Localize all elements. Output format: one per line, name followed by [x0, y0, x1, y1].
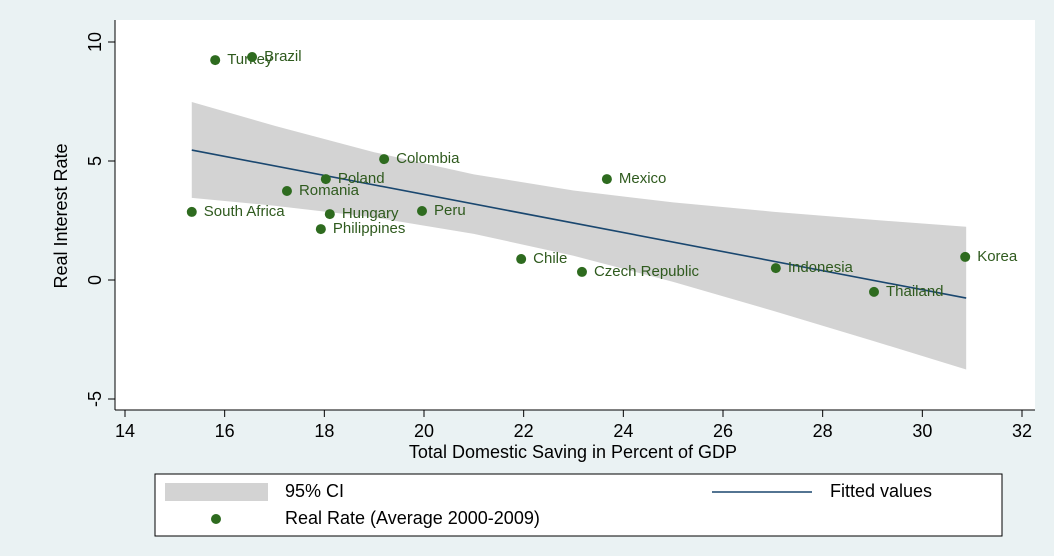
- x-tick-label: 22: [514, 421, 534, 441]
- point-label: Peru: [434, 202, 466, 219]
- point-label: Philippines: [333, 220, 406, 237]
- fitted-line: [191, 149, 967, 299]
- legend-swatch: [165, 483, 268, 501]
- point: [576, 266, 587, 277]
- point-label: Brazil: [264, 48, 302, 65]
- point-label: Romania: [299, 182, 360, 199]
- y-tick-label: 0: [85, 275, 105, 285]
- x-axis-title: Total Domestic Saving in Percent of GDP: [409, 442, 737, 462]
- point: [960, 251, 971, 262]
- legend-swatch: [211, 514, 221, 524]
- x-tick-label: 30: [912, 421, 932, 441]
- point-label: Mexico: [619, 170, 667, 187]
- point-label: Czech Republic: [594, 263, 700, 280]
- point: [601, 174, 612, 185]
- point: [324, 209, 335, 220]
- x-tick-label: 20: [414, 421, 434, 441]
- point-label: Poland: [338, 170, 385, 187]
- legend-label: Real Rate (Average 2000-2009): [285, 508, 540, 528]
- point: [315, 224, 326, 235]
- x-tick-label: 14: [115, 421, 135, 441]
- point: [320, 174, 331, 185]
- point-label: South Africa: [204, 203, 286, 220]
- point: [281, 185, 292, 196]
- x-tick-label: 26: [713, 421, 733, 441]
- point-label: Indonesia: [788, 259, 854, 276]
- y-tick-label: 10: [85, 32, 105, 52]
- y-tick-label: -5: [85, 391, 105, 407]
- legend-label: 95% CI: [285, 481, 344, 501]
- point-label: Hungary: [342, 205, 399, 222]
- point: [247, 51, 258, 62]
- x-tick-label: 18: [314, 421, 334, 441]
- point: [868, 286, 879, 297]
- point-label: Colombia: [396, 150, 460, 167]
- point-label: Korea: [977, 248, 1018, 265]
- point: [417, 205, 428, 216]
- ci-band: [191, 101, 967, 370]
- legend: [154, 473, 1003, 537]
- point: [770, 263, 781, 274]
- point: [210, 55, 221, 66]
- point: [516, 254, 527, 265]
- y-tick-label: 5: [85, 156, 105, 166]
- point: [379, 154, 390, 165]
- x-tick-label: 16: [215, 421, 235, 441]
- legend-label: Fitted values: [830, 481, 932, 501]
- point: [186, 206, 197, 217]
- x-tick-label: 24: [613, 421, 633, 441]
- x-tick-label: 28: [813, 421, 833, 441]
- point-label: Thailand: [886, 283, 944, 300]
- point-label: Chile: [533, 250, 567, 267]
- y-axis-title: Real Interest Rate: [51, 143, 71, 288]
- x-tick-label: 32: [1012, 421, 1032, 441]
